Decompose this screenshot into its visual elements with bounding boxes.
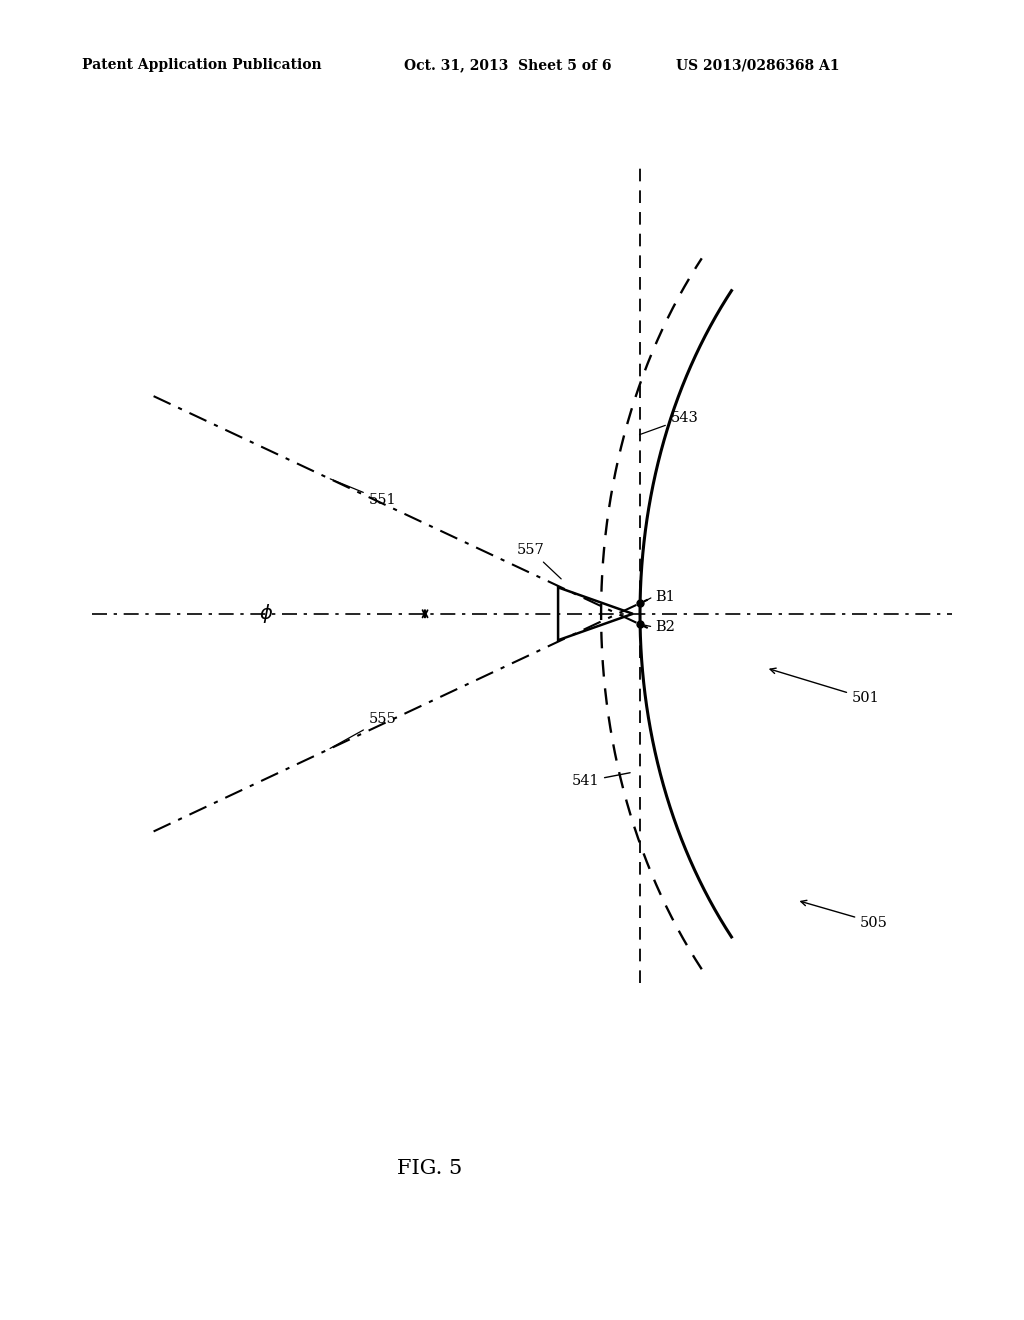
Text: 541: 541 bbox=[571, 772, 630, 788]
Text: FIG. 5: FIG. 5 bbox=[397, 1159, 463, 1177]
Text: 555: 555 bbox=[330, 713, 396, 748]
Text: B2: B2 bbox=[655, 620, 675, 634]
Text: 557: 557 bbox=[517, 544, 561, 579]
Text: Oct. 31, 2013  Sheet 5 of 6: Oct. 31, 2013 Sheet 5 of 6 bbox=[404, 58, 612, 73]
Text: 505: 505 bbox=[801, 900, 888, 929]
Text: Patent Application Publication: Patent Application Publication bbox=[82, 58, 322, 73]
Text: 551: 551 bbox=[331, 479, 396, 507]
Text: B1: B1 bbox=[655, 590, 675, 603]
Text: $\phi$: $\phi$ bbox=[259, 602, 273, 626]
Text: US 2013/0286368 A1: US 2013/0286368 A1 bbox=[676, 58, 840, 73]
Text: 543: 543 bbox=[640, 412, 698, 434]
Text: 501: 501 bbox=[770, 668, 880, 705]
